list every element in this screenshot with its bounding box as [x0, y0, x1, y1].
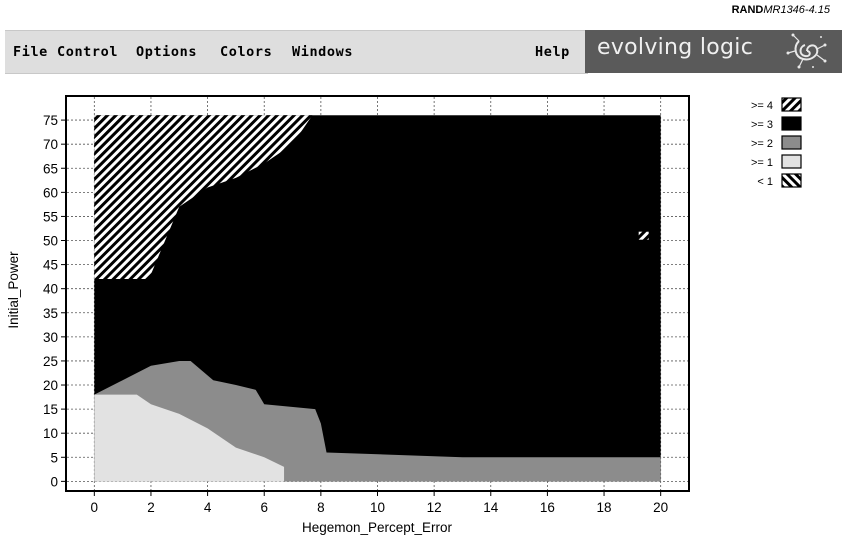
y-tick-label: 15 — [43, 402, 58, 417]
legend-swatch — [781, 173, 802, 188]
menu-bar: File Control Options Colors Windows Help — [5, 30, 588, 74]
menu-control[interactable]: Control — [57, 44, 119, 60]
brand-banner: evolving logic — [585, 30, 842, 73]
y-tick-label: 30 — [43, 330, 58, 345]
region-hatched — [94, 115, 313, 280]
x-tick-label: 12 — [427, 500, 442, 515]
data-regions — [94, 115, 661, 482]
y-tick-label: 10 — [43, 426, 58, 441]
y-tick-label: 75 — [43, 113, 58, 128]
x-tick-label: 10 — [370, 500, 385, 515]
legend-label: >= 3 — [751, 119, 773, 131]
legend-swatch — [781, 97, 802, 112]
y-tick-label: 40 — [43, 282, 58, 297]
y-tick-label: 50 — [43, 234, 58, 249]
x-tick-label: 4 — [204, 500, 212, 515]
menu-options[interactable]: Options — [136, 44, 198, 60]
brand-name: evolving logic — [597, 35, 754, 60]
legend-swatch — [781, 116, 802, 131]
report-prefix: RAND — [731, 4, 764, 16]
y-tick-label: 55 — [43, 209, 58, 224]
legend-label: >= 1 — [751, 157, 773, 169]
region-light-gray — [94, 394, 285, 482]
report-reference: RANDMR1346-4.15 — [732, 4, 830, 16]
menu-file[interactable]: File — [13, 44, 48, 60]
y-tick-label: 35 — [43, 306, 58, 321]
report-code: MR1346-4.15 — [763, 4, 830, 16]
x-tick-label: 6 — [260, 500, 268, 515]
y-axis-label: Initial_Power — [6, 251, 21, 329]
spiral-logo-icon — [786, 33, 827, 69]
y-tick-label: 60 — [43, 185, 58, 200]
y-tick-label: 70 — [43, 137, 58, 152]
x-tick-label: 20 — [653, 500, 668, 515]
x-tick-label: 16 — [540, 500, 555, 515]
legend: >= 4 >= 3 >= 2 >= 1 < 1 — [751, 97, 802, 188]
y-tick-label: 5 — [50, 450, 58, 465]
x-tick-label: 8 — [317, 500, 325, 515]
x-tick-label: 14 — [483, 500, 499, 515]
menu-help[interactable]: Help — [535, 44, 570, 60]
tick-labels: 0 2 4 6 8 10 12 14 16 18 20 0 5 10 15 20 25 30 35 40 45 50 55 6… — [43, 113, 668, 515]
legend-label: >= 4 — [751, 100, 773, 112]
legend-swatch — [781, 154, 802, 169]
y-tick-label: 65 — [43, 161, 58, 176]
legend-label: < 1 — [757, 176, 773, 188]
x-tick-label: 18 — [597, 500, 612, 515]
legend-label: >= 2 — [751, 138, 773, 150]
x-tick-label: 2 — [147, 500, 155, 515]
x-axis-label: Hegemon_Percept_Error — [302, 520, 453, 535]
menu-colors[interactable]: Colors — [220, 44, 273, 60]
legend-swatch — [781, 135, 802, 150]
region-speck — [638, 231, 649, 240]
menu-windows[interactable]: Windows — [292, 44, 354, 60]
y-tick-label: 20 — [43, 378, 58, 393]
y-tick-label: 45 — [43, 258, 58, 273]
x-tick-label: 0 — [91, 500, 99, 515]
y-tick-label: 25 — [43, 354, 58, 369]
y-tick-label: 0 — [50, 474, 58, 489]
